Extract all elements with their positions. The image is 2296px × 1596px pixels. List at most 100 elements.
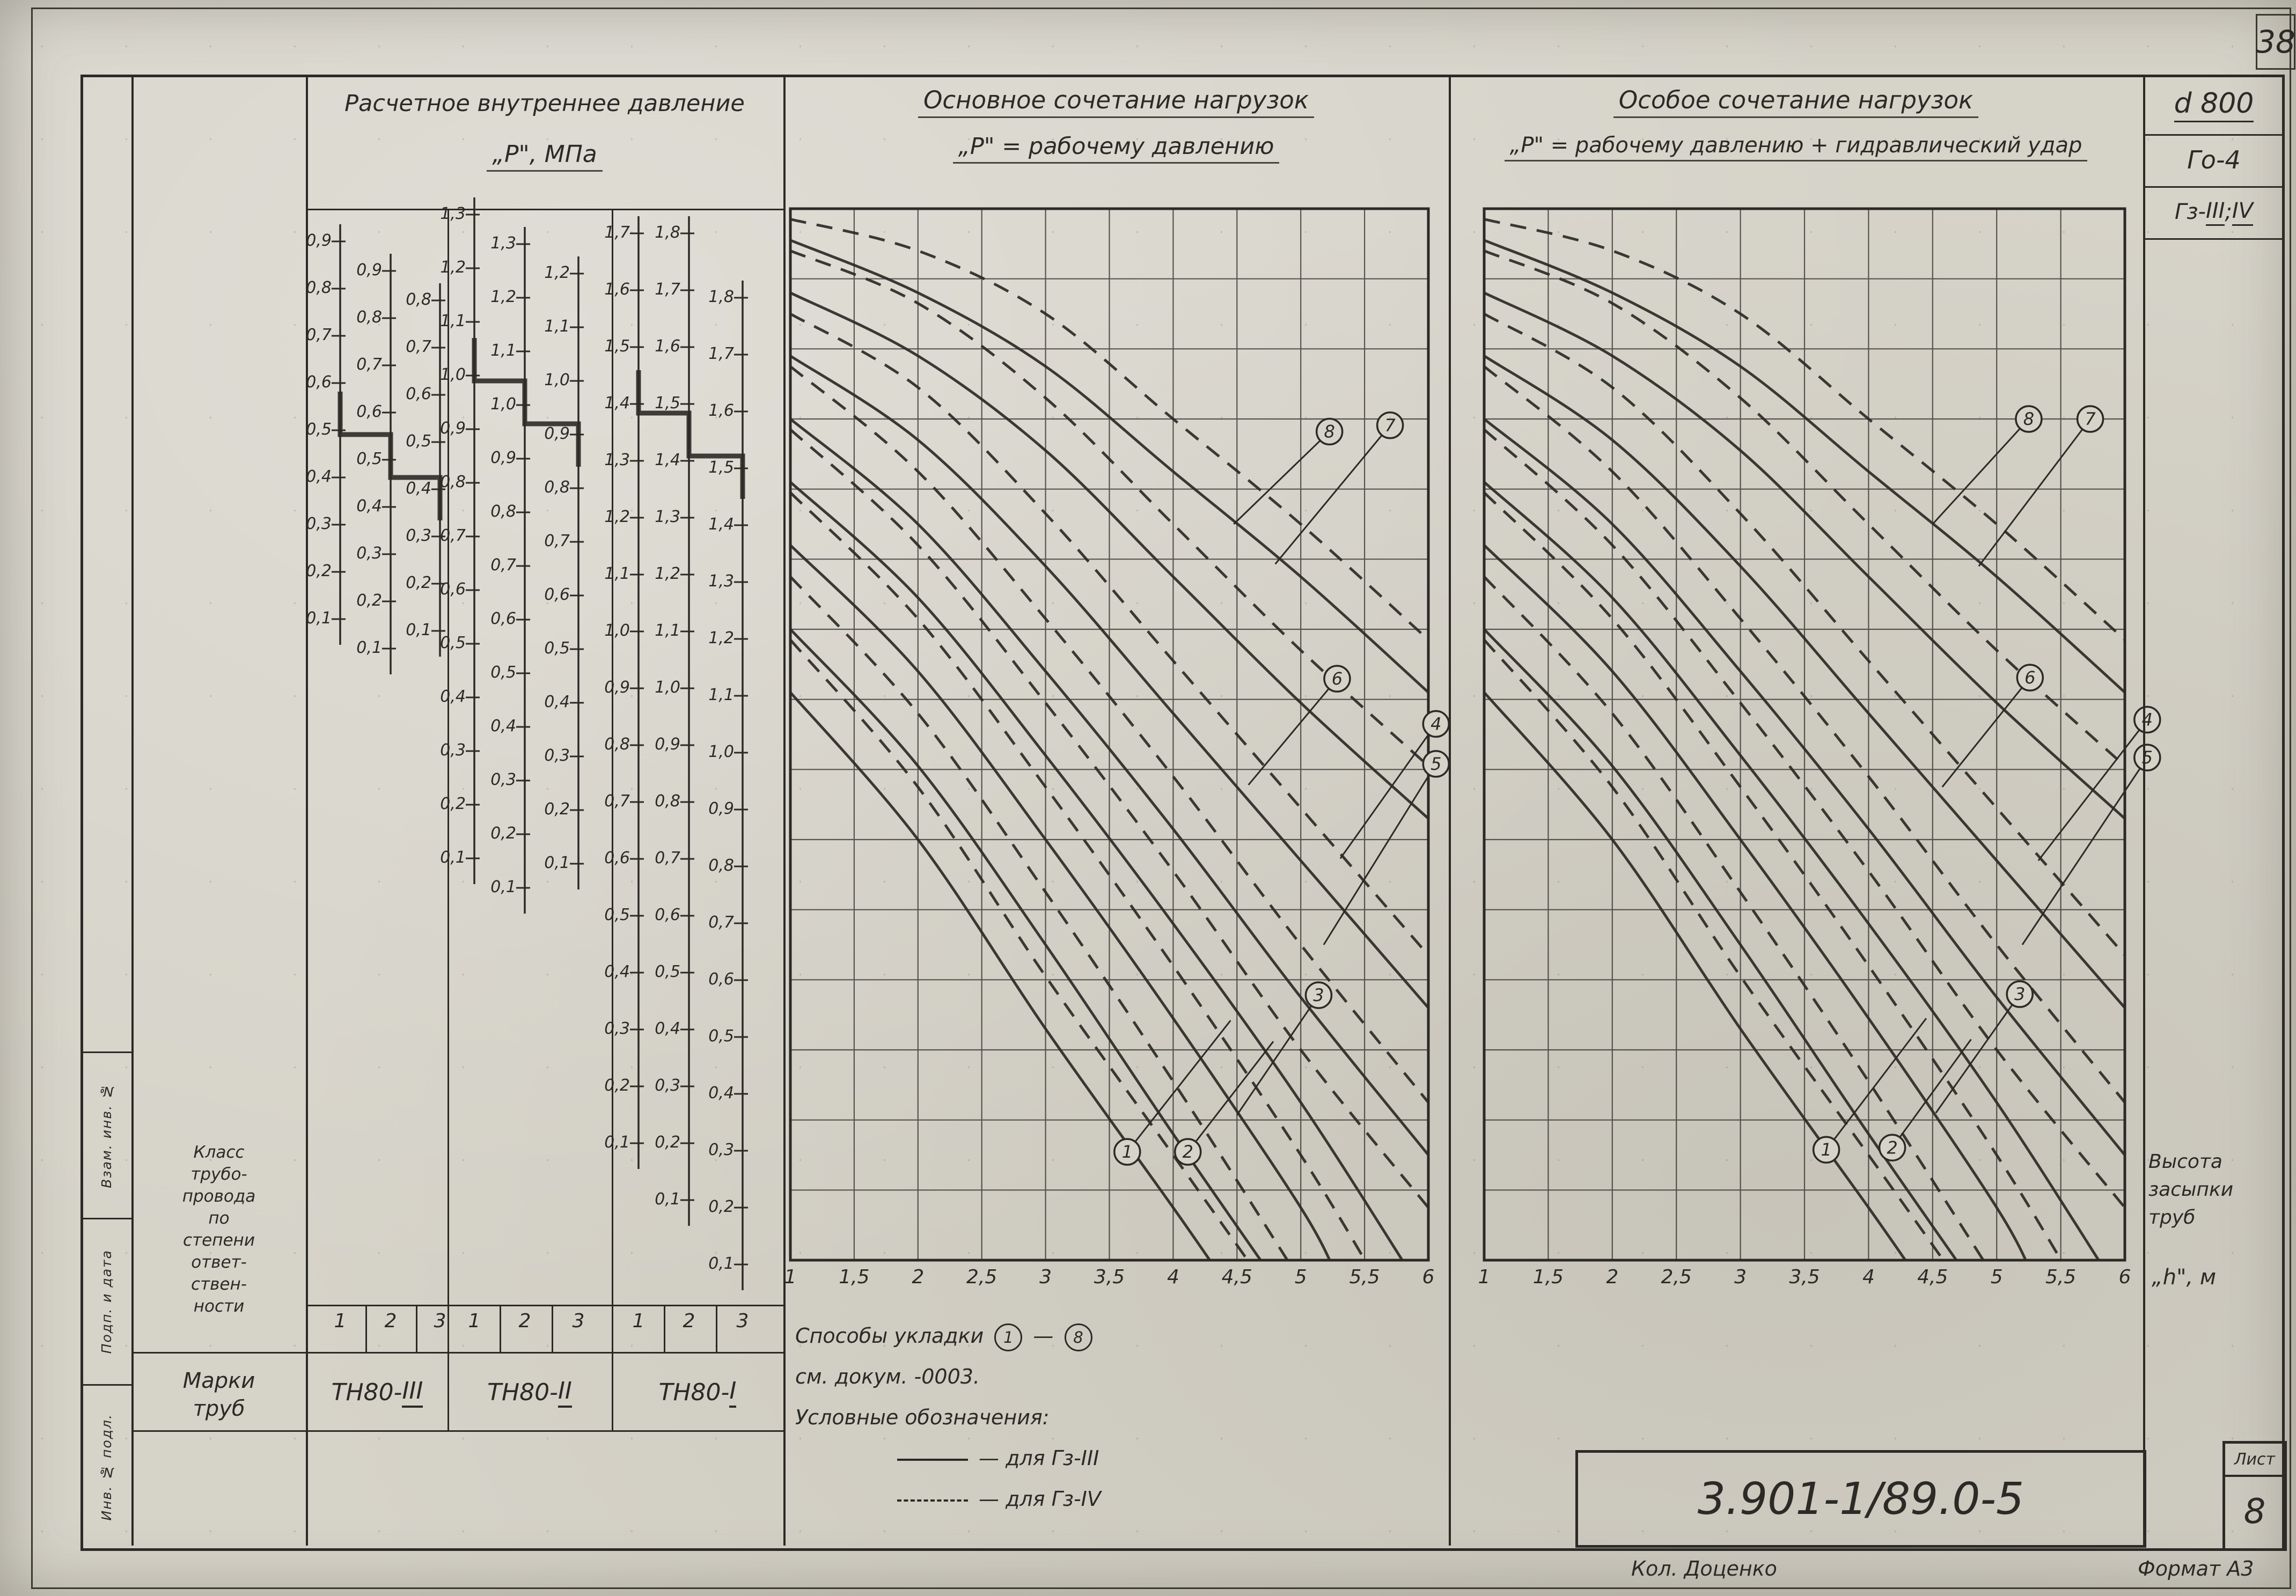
mark-tn80-ii: ТН80- II: [450, 1354, 610, 1430]
scale-tick-label: 0,9: [708, 799, 734, 818]
scale-tick-label: 1,3: [440, 204, 466, 223]
scale-tick-label: 1,4: [655, 451, 680, 469]
stamp-text: Взам. инв. №: [98, 1083, 114, 1188]
scale-tick-label: 0,3: [306, 514, 332, 533]
scale-tick-label: 0,7: [440, 526, 466, 545]
scale-tick-label: 0,2: [604, 1076, 630, 1095]
pipe-class-number: 2: [518, 1310, 531, 1332]
scale-tick-label: 0,7: [604, 792, 630, 811]
scale-tick-label: 0,1: [544, 854, 570, 872]
stamp-text: Инв. № подл.: [98, 1413, 114, 1521]
scale-tick-label: 0,2: [544, 800, 570, 819]
drawing-frame: [80, 75, 2285, 1551]
scale-tick-label: 1,8: [708, 288, 734, 306]
scale-tick-label: 0,4: [655, 1019, 680, 1038]
callout-number: 2: [1183, 1142, 1193, 1162]
curve-solid: [1484, 544, 2028, 1260]
curve-solid: [790, 239, 1428, 694]
scale-tick-label: 1,0: [544, 371, 570, 389]
divider-line: [664, 1305, 665, 1352]
divider-line: [2143, 75, 2145, 1546]
callout-number: 4: [1431, 714, 1441, 734]
curve-solid: [1484, 239, 2125, 694]
callout-number: 8: [2023, 409, 2034, 429]
scale-tick-label: 1,5: [604, 337, 630, 356]
scale-tick-label: 1,0: [490, 395, 516, 414]
scale-tick-label: 0,9: [440, 419, 466, 438]
pipe-class-number: 2: [683, 1310, 695, 1332]
mark-tn80-iii: ТН80- III: [308, 1354, 446, 1430]
x-axis-tick-label: 3: [1039, 1266, 1052, 1288]
scale-tick-label: 0,7: [544, 532, 570, 550]
dashed-line-sample: [897, 1499, 968, 1502]
scale-tick-label: 0,2: [708, 1197, 734, 1216]
x-axis-unit: „h", м: [2152, 1265, 2217, 1290]
legend-line1: Способы укладки 1 — 8: [795, 1315, 1101, 1356]
callout-circle-6: [1323, 665, 1351, 693]
scale-tick-label: 0,3: [655, 1076, 680, 1095]
callout-number: 1: [1122, 1142, 1133, 1162]
scale-tick-label: 1,2: [708, 629, 734, 648]
divider-line: [2143, 134, 2285, 136]
curve-dashed: [1484, 365, 2125, 1104]
legend-solid-item: — для Гз-III: [897, 1438, 1101, 1479]
legend-line3: Условные обозначения:: [795, 1406, 1050, 1429]
pipe-class-number: 1: [334, 1310, 347, 1332]
scale-tick-label: 0,8: [306, 278, 332, 297]
curve-solid: [790, 691, 1212, 1260]
curve-dashed: [1484, 249, 2125, 767]
scale-tick-label: 1,3: [708, 572, 734, 591]
callout-number: 6: [2024, 667, 2035, 688]
x-axis-tick-label: 5: [1294, 1266, 1307, 1288]
scale-tick-label: 0,8: [440, 473, 466, 491]
pipe-class-number: 3: [572, 1310, 585, 1332]
scale-tick-label: 0,1: [356, 638, 382, 657]
scale-tick-label: 1,1: [490, 341, 516, 360]
x-axis-tick-label: 4: [1862, 1266, 1875, 1288]
curve-dashed: [1484, 576, 1985, 1260]
scale-tick-label: 0,8: [604, 735, 630, 754]
legend-line2: см. докум. -0003.: [795, 1365, 980, 1388]
divider-line: [306, 75, 308, 1546]
callout-circle-6: [2016, 664, 2044, 692]
scale-tick-label: 0,6: [655, 906, 680, 924]
scale-tick-label: 1,1: [655, 621, 680, 640]
sheet-box: Лист 8: [2222, 1441, 2287, 1551]
x-axis-tick-label: 2: [912, 1266, 925, 1288]
scale-tick-label: 0,1: [406, 621, 431, 639]
scale-tick-label: 0,4: [708, 1084, 734, 1102]
x-axis-tick-label: 3,5: [1789, 1266, 1820, 1288]
pressure-panel-title-line2: „Р", МПа: [306, 141, 783, 172]
scale-tick-label: 1,0: [604, 621, 630, 640]
scale-tick-label: 0,1: [490, 878, 516, 896]
scale-tick-label: 0,1: [655, 1190, 680, 1209]
scale-tick-label: 1,1: [604, 564, 630, 583]
x-axis-tick-label: 4: [1167, 1266, 1179, 1288]
scale-tick-label: 1,4: [604, 394, 630, 413]
scale-tick-label: 0,6: [356, 402, 382, 421]
scale-tick-label: 0,4: [406, 479, 431, 498]
scale-tick-label: 0,7: [306, 326, 332, 344]
scale-tick-label: 0,7: [490, 556, 516, 575]
scale-tick-label: 0,7: [655, 849, 680, 867]
curve-dashed: [790, 576, 1289, 1260]
scale-tick-label: 1,3: [655, 508, 680, 526]
scale-tick-label: 0,8: [406, 290, 431, 309]
scale-tick-label: 0,5: [604, 906, 630, 924]
scale-tick-label: 0,3: [440, 741, 466, 760]
curve-solid: [1484, 291, 2125, 820]
scale-tick-label: 0,2: [306, 562, 332, 580]
x-axis-tick-label: 2,5: [1661, 1266, 1692, 1288]
scale-tick-label: 0,4: [306, 467, 332, 486]
scale-tick-label: 0,9: [544, 424, 570, 443]
scale-tick-label: 1,2: [604, 508, 630, 526]
stamp-text: Подп. и дата: [98, 1249, 114, 1354]
scale-tick-label: 0,7: [708, 913, 734, 932]
solid-line-sample: [897, 1458, 968, 1461]
x-axis-tick-label: 2,5: [966, 1266, 997, 1288]
x-axis-tick-label: 4,5: [1221, 1266, 1252, 1288]
curve-solid: [1484, 481, 2101, 1260]
stamp-cell-3: Инв. № подл.: [82, 1386, 131, 1548]
pipe-class-number: 1: [468, 1310, 481, 1332]
